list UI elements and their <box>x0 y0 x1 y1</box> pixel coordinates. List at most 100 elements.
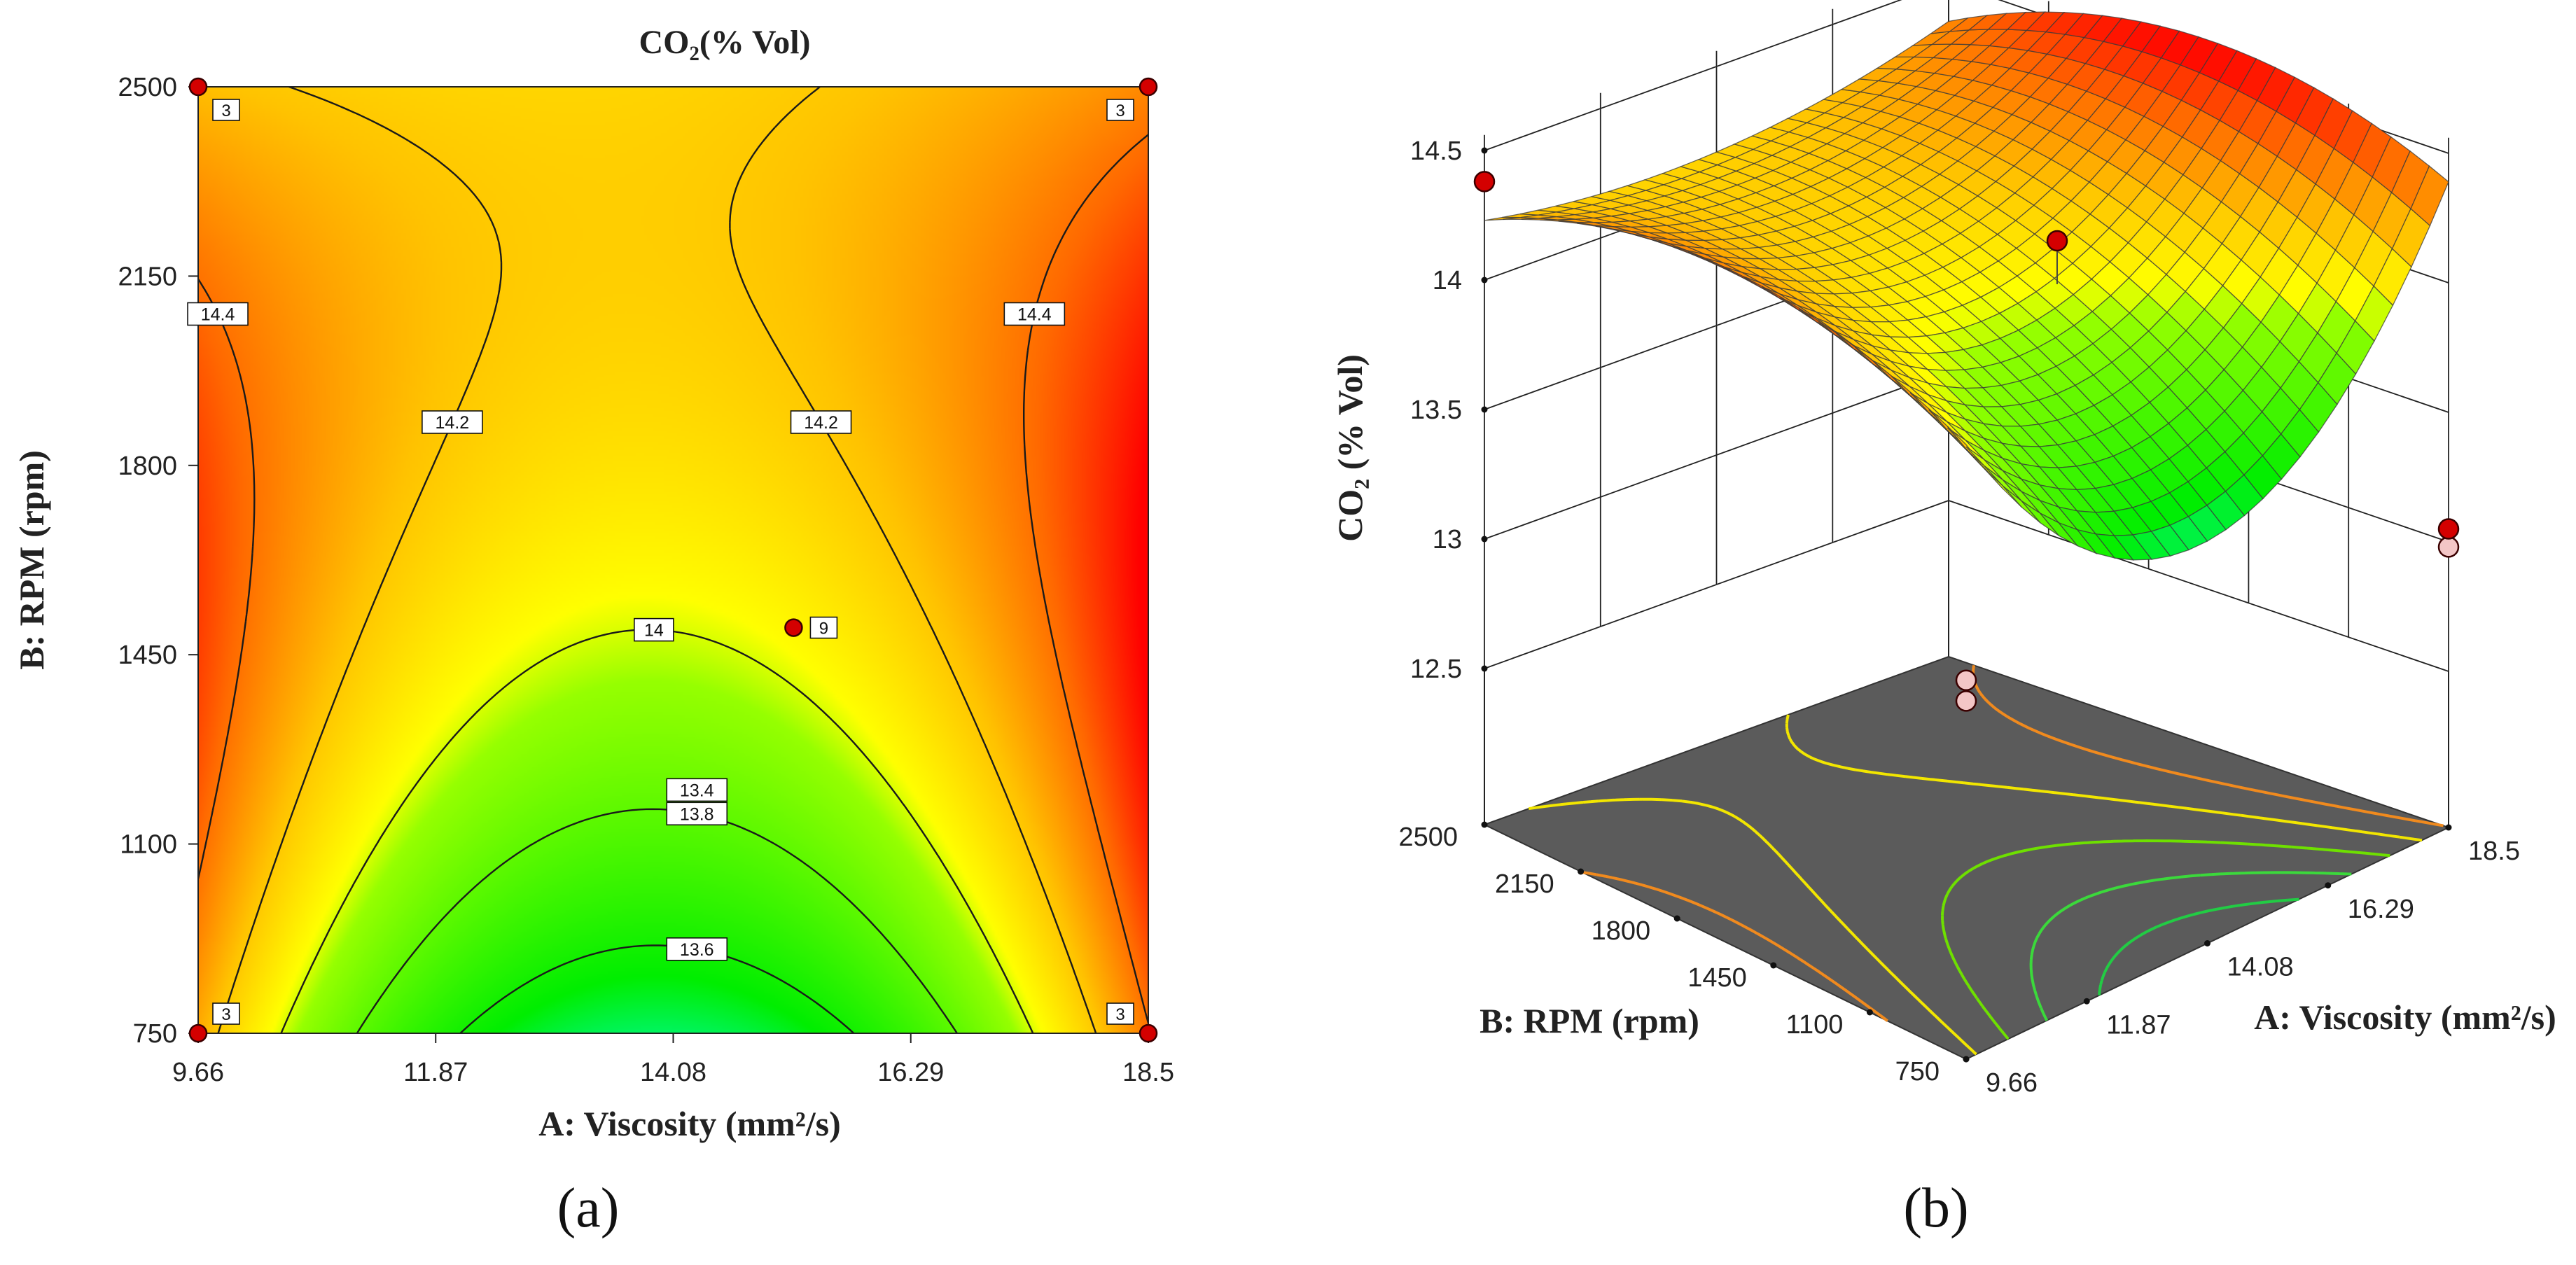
surface-point-pale-front <box>2437 536 2460 558</box>
design-point-0 <box>188 77 208 97</box>
design-point-label-box <box>1106 99 1134 121</box>
contour-label-13.6: 13.6 <box>666 937 728 961</box>
surface-side-wall-gridline-0 <box>1948 500 2449 672</box>
surface-b-tick-dot-1 <box>1866 1009 1873 1016</box>
surface-a-axis-label: A: Viscosity (mm²/s) <box>2254 998 2556 1037</box>
contour-x-tick-4: 18.5 <box>1122 1058 1174 1087</box>
contour-level-labels: 13.4 13.6 13.8 14 14.2 14.2 14.4 14.4 <box>187 302 1066 961</box>
design-point-label-text: 3 <box>221 1005 230 1024</box>
contour-title: CO₂(% Vol) <box>639 24 810 61</box>
contour-x-axis-label: A: Viscosity (mm²/s) <box>538 1104 841 1143</box>
contour-axes: 9.66 11.87 14.08 16.29 18.5 750 1100 1450 1800 21… <box>118 73 1174 1087</box>
surface-z-tick-dot-1 <box>1481 536 1488 543</box>
surface-a-tick-dot-1 <box>2083 998 2090 1005</box>
surface-b-tick-dot-3 <box>1673 915 1680 922</box>
contour-design-points: 3 3 3 3 9 <box>188 77 1158 1043</box>
surface-b-tick-1: 1100 <box>1786 1010 1844 1040</box>
surface-b-tick-5: 2500 <box>1398 823 1458 852</box>
contour-label-14: 14 <box>634 617 674 642</box>
contour-chart: CO₂(% Vol) 13.4 13.6 13.8 14 14.2 14.2 14.4 14.… <box>12 24 1174 1239</box>
surface-a-tick-dot-2 <box>2204 940 2211 946</box>
contour-y-tick-0: 750 <box>133 1019 177 1049</box>
surface-b-tick-0: 750 <box>1895 1057 1940 1086</box>
contour-y-tick-4: 2150 <box>118 262 177 291</box>
floor-contour-13.8 <box>2029 871 2352 1021</box>
surface-z-tick-1: 13 <box>1433 525 1462 554</box>
contour-y-tick-3: 1800 <box>118 452 177 481</box>
design-point-label-2: 3 <box>212 1002 240 1025</box>
surface-point-pale-right-b <box>1955 690 1977 712</box>
design-point-label-box <box>212 1002 240 1025</box>
floor-contour-13.6 <box>2098 897 2299 995</box>
design-point-label-box <box>1106 1002 1134 1025</box>
surface-b-tick-4: 2150 <box>1495 869 1554 899</box>
surface-axes: 12.5 13 13.5 14 14.5 750 1100 1450 1800 2150 2500 9… <box>1398 137 2520 1098</box>
contour-x-tick-2: 14.08 <box>640 1058 706 1087</box>
contour-line-14 <box>280 629 1034 1033</box>
design-point-label-box <box>212 99 240 121</box>
surface-z-tick-dot-4 <box>1481 147 1488 154</box>
contour-label-14.4-left: 14.4 <box>187 302 249 326</box>
surface-a-tick-0: 9.66 <box>1986 1068 2038 1098</box>
surface-point-back-left <box>1473 171 1496 193</box>
contour-label-14.4-left-text: 14.4 <box>201 305 235 324</box>
surface-z-tick-2: 13.5 <box>1410 396 1462 425</box>
contour-label-13.6-box <box>666 937 728 961</box>
contour-label-13.8-text: 13.8 <box>680 804 714 824</box>
contour-y-axis-label: B: RPM (rpm) <box>12 450 51 670</box>
design-point-label-1: 3 <box>1106 99 1134 121</box>
design-point-label-text: 9 <box>819 620 828 638</box>
surface-cell <box>2410 165 2449 227</box>
surface-z-tick-3: 14 <box>1433 266 1462 295</box>
contour-x-tick-1: 11.87 <box>403 1058 468 1087</box>
surface-b-tick-3: 1800 <box>1592 916 1651 946</box>
contour-x-tick-0: 9.66 <box>172 1058 224 1087</box>
surface-z-tick-dot-0 <box>1481 665 1488 672</box>
floor-contour-14.4 <box>1582 664 2444 1022</box>
surface-b-tick-2: 1450 <box>1687 963 1747 993</box>
surface-z-axis-label: CO₂ (% Vol) <box>1330 354 1370 542</box>
design-point-label-text: 3 <box>221 102 230 120</box>
contour-x-tick-3: 16.29 <box>877 1058 944 1087</box>
surface-z-tick-dot-2 <box>1481 406 1488 413</box>
surface-b-tick-dot-5 <box>1481 821 1488 828</box>
contour-label-14-text: 14 <box>644 621 664 641</box>
contour-label-14.2-left-text: 14.2 <box>436 413 470 433</box>
surface-point-center <box>2046 230 2068 252</box>
panel-a-label: (a) <box>557 1177 620 1239</box>
design-point-label-text: 3 <box>1115 1005 1125 1024</box>
floor-contour-14.2 <box>1529 714 2423 1056</box>
contour-label-13.4-text: 13.4 <box>680 781 714 800</box>
surface-design-points-above <box>1473 171 2460 712</box>
design-point-2 <box>188 1023 208 1043</box>
design-point-4 <box>784 618 803 637</box>
contour-label-14.2-right-text: 14.2 <box>804 413 838 433</box>
surface-mesh <box>1484 11 2449 561</box>
design-point-1 <box>1139 77 1158 97</box>
contour-lines <box>198 87 1148 1033</box>
surface-z-tick-4: 14.5 <box>1410 137 1462 166</box>
design-point-label-0: 3 <box>212 99 240 121</box>
contour-label-13.6-text: 13.6 <box>680 940 714 960</box>
surface-b-axis-label: B: RPM (rpm) <box>1480 1001 1699 1040</box>
contour-label-13.8-box <box>666 802 728 826</box>
contour-label-14.4-right-box <box>1003 302 1066 326</box>
contour-label-14-box <box>634 617 674 642</box>
panel-b-label: (b) <box>1903 1177 1968 1239</box>
surface-a-tick-dot-3 <box>2325 882 2332 889</box>
surface-a-tick-1: 11.87 <box>2106 1010 2171 1040</box>
surface-point-pale-right-a <box>1955 669 1977 692</box>
surface-a-tick-dot-0 <box>1963 1056 1970 1063</box>
surface-floor-contours <box>1529 664 2444 1056</box>
surface-point-front <box>2437 518 2460 540</box>
contour-label-14.4-right: 14.4 <box>1003 302 1066 326</box>
surface-a-tick-3: 16.29 <box>2348 895 2414 924</box>
contour-label-14.2-right: 14.2 <box>790 410 852 434</box>
surface-a-tick-dot-4 <box>2445 824 2452 831</box>
contour-label-14.2-left: 14.2 <box>422 410 483 434</box>
surface-b-tick-dot-2 <box>1770 962 1777 969</box>
design-point-3 <box>1139 1023 1158 1043</box>
contour-y-tick-1: 1100 <box>120 830 177 860</box>
floor-contour-14 <box>1941 839 2390 1040</box>
